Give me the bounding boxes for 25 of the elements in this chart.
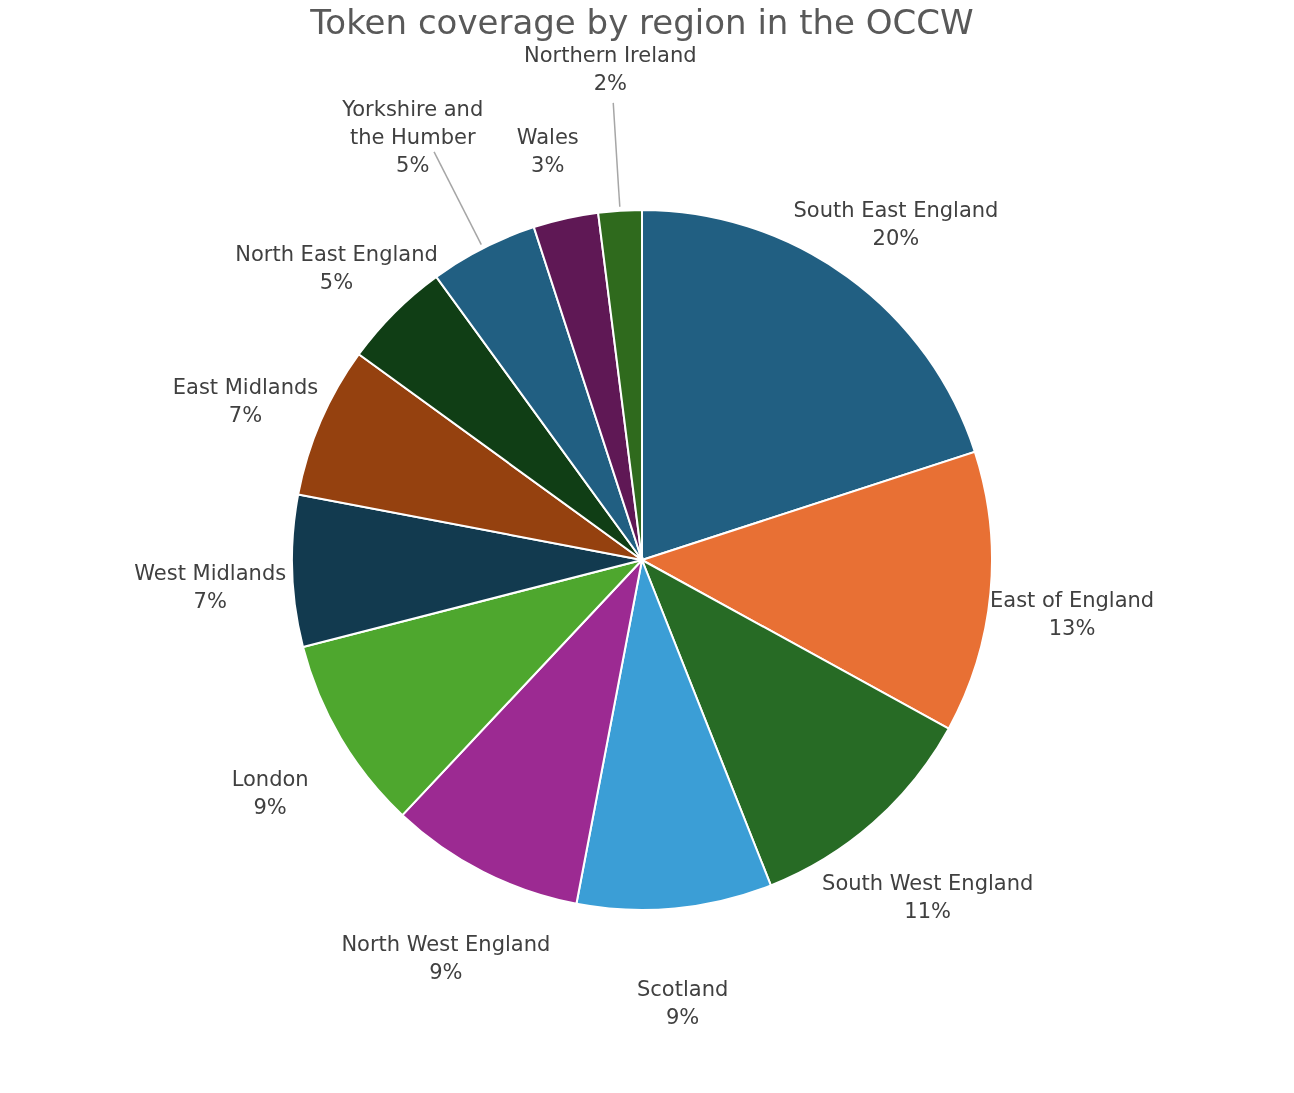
- slice-label: Wales: [516, 125, 579, 150]
- slice-label: South East England: [793, 197, 999, 222]
- data-label: 9%: [429, 959, 463, 984]
- data-label: 9%: [253, 794, 287, 819]
- data-label: 5%: [319, 269, 354, 294]
- data-label: 9%: [665, 1005, 700, 1030]
- slice-label: North West England: [341, 931, 551, 956]
- slice-label: East Midlands: [172, 375, 319, 400]
- data-label: 20%: [872, 225, 920, 250]
- chart-title: Token coverage by region in the OCCW: [309, 2, 974, 42]
- slice-label: East of England: [990, 587, 1155, 612]
- data-label: 7%: [228, 403, 263, 428]
- slice-label: London: [231, 766, 309, 791]
- data-label: 5%: [396, 153, 430, 178]
- slice-label: North East England: [235, 241, 438, 266]
- data-label: 2%: [593, 71, 627, 95]
- data-label: 11%: [904, 899, 952, 924]
- data-label: 13%: [1048, 615, 1096, 640]
- slice-label: South West England: [822, 871, 1034, 896]
- data-label: 7%: [193, 588, 227, 613]
- slice-label: West Midlands: [134, 560, 287, 585]
- slice-label: Scotland: [637, 977, 729, 1002]
- slice-label: Northern Ireland: [524, 43, 697, 67]
- slice-label: Yorkshire and the Humber: [341, 97, 484, 150]
- data-label: 3%: [531, 153, 565, 178]
